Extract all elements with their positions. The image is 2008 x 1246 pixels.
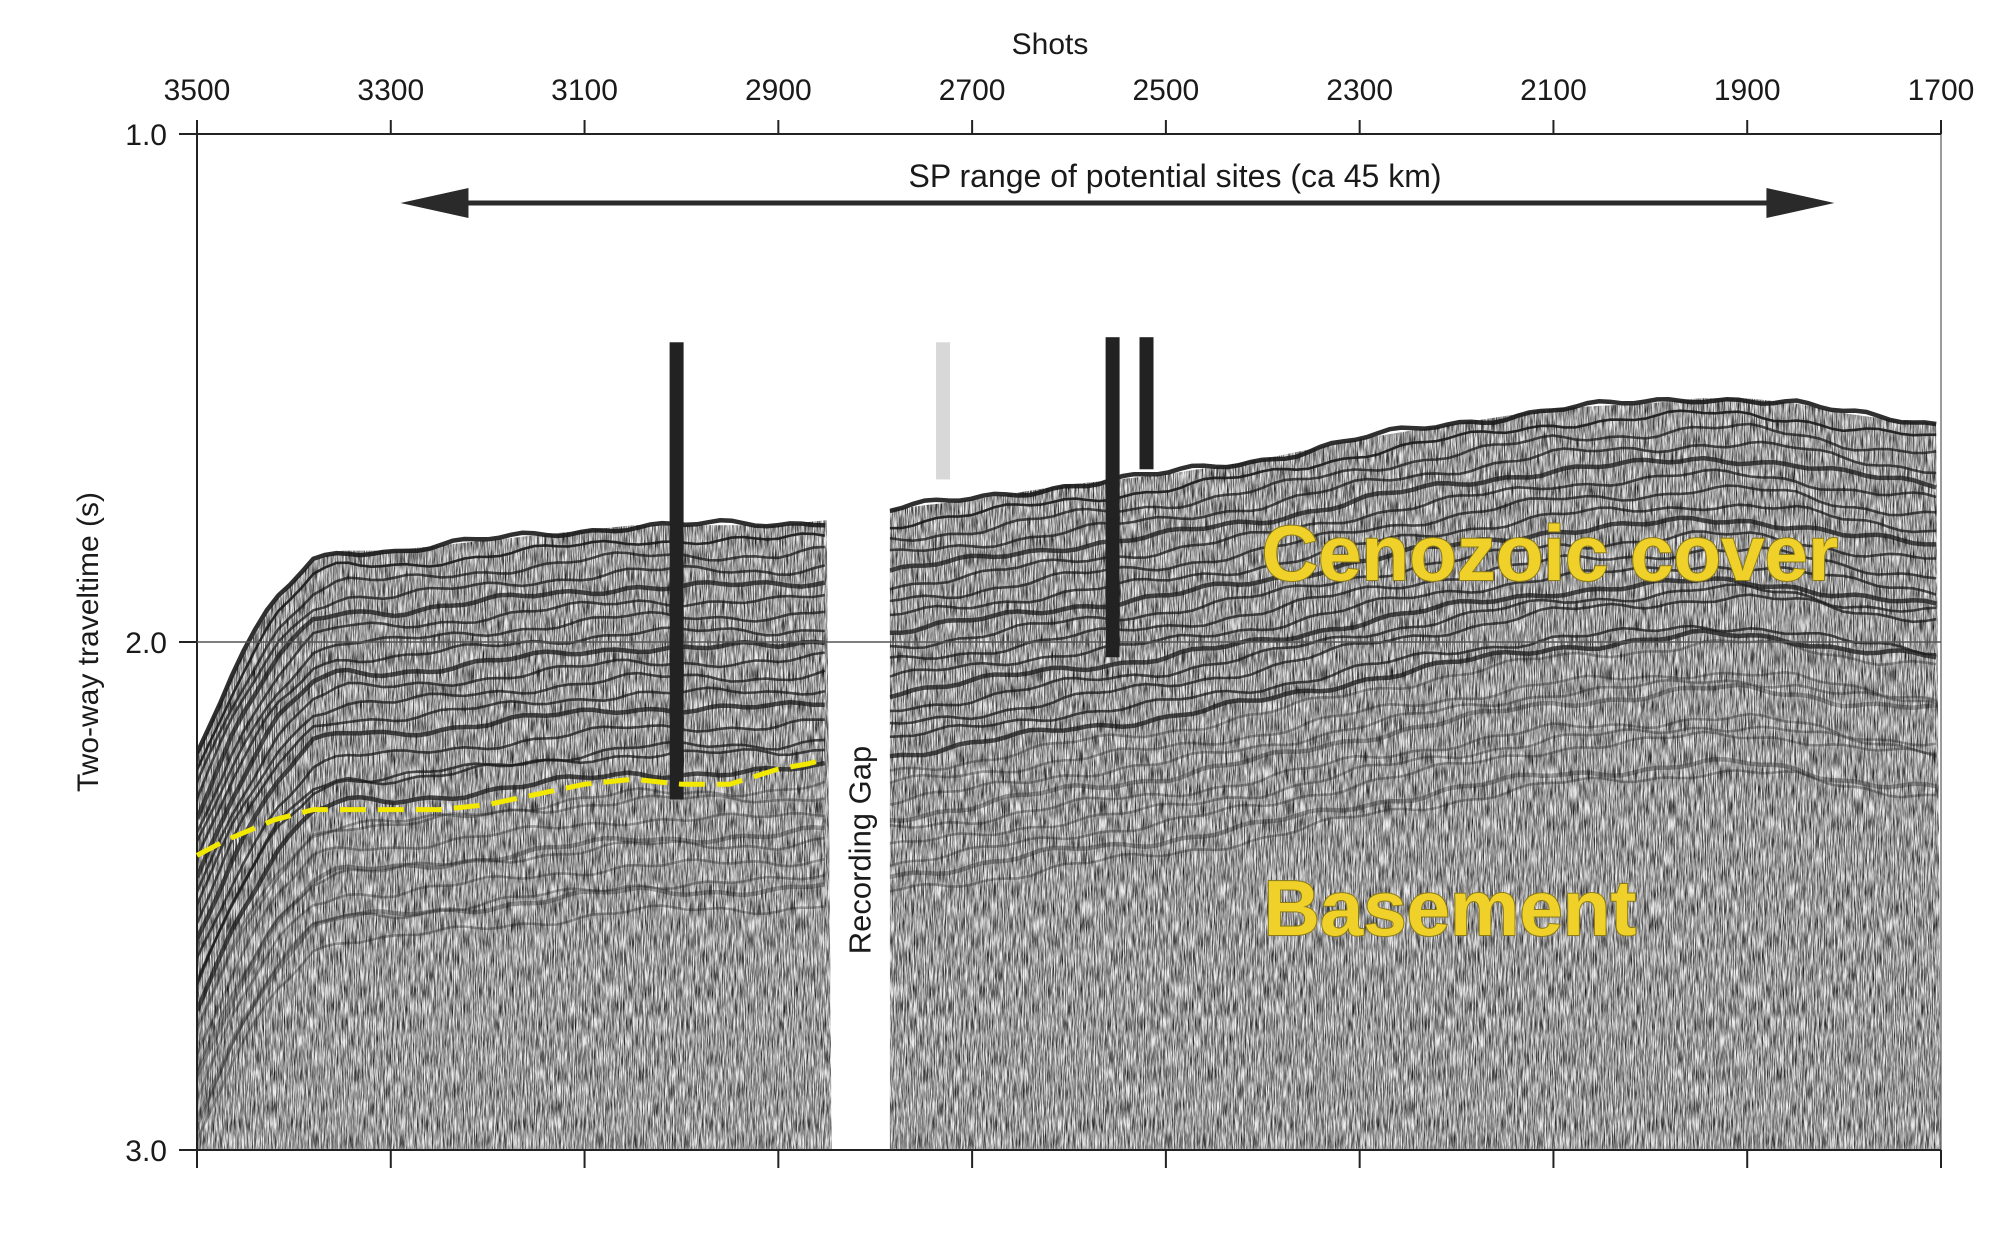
left-tick-label: 2.0 — [125, 627, 167, 660]
reflector-line — [197, 626, 825, 859]
top-tick-label: 2500 — [1133, 74, 1200, 107]
top-tick-label: 3100 — [551, 74, 618, 107]
reflector-line — [889, 546, 1937, 660]
seismic-reflectors — [197, 396, 1937, 1141]
reflector-line — [197, 824, 825, 1077]
reflector-line — [889, 576, 1937, 700]
reflector-line — [889, 484, 1937, 603]
reflector-line — [889, 440, 1937, 553]
borehole — [1105, 337, 1120, 658]
recording-gap-label: Recording Gap — [843, 746, 878, 955]
reflector-line — [197, 881, 826, 1121]
top-axis-title: Shots — [1012, 28, 1089, 61]
reflector-line — [197, 518, 825, 755]
reflector-line — [889, 725, 1937, 845]
reflector-line — [197, 748, 825, 986]
reflector-line — [197, 760, 826, 1012]
reflector-line — [889, 769, 1937, 893]
reflector-line — [197, 579, 826, 820]
basement-label: Basement — [1264, 864, 1637, 952]
bottom-axis-ticks — [196, 1150, 1942, 1168]
reflector-line — [197, 857, 826, 1101]
reflector-line — [889, 730, 1937, 868]
reflector-line — [197, 532, 825, 771]
seismic-noise-right — [889, 398, 1941, 1150]
reflector-line — [889, 638, 1937, 772]
reflector-line — [889, 583, 1937, 713]
reflector-line — [197, 699, 825, 940]
reflector-line — [889, 624, 1937, 739]
reflector-line — [197, 669, 826, 906]
reflector-line — [889, 515, 1937, 636]
top-tick-label: 1900 — [1714, 74, 1781, 107]
reflector-line — [197, 811, 825, 1055]
reflector-line — [889, 593, 1937, 725]
reflector-line — [889, 565, 1937, 678]
top-axis-ticks: 3500 3300 3100 2900 2700 2500 2300 2100 1900 1700 — [164, 74, 1975, 134]
reflector-line — [197, 545, 825, 783]
top-tick-label: 2700 — [939, 74, 1006, 107]
left-axis-ticks: 1.0 2.0 3.0 — [125, 119, 197, 1168]
top-tick-label: 2100 — [1520, 74, 1587, 107]
plot-axes: 3500 3300 3100 2900 2700 2500 2300 2100 1900 1700… — [125, 74, 1974, 1168]
arrow-head-right — [1766, 188, 1835, 218]
reflector-line — [889, 455, 1937, 573]
left-tick-label: 1.0 — [125, 119, 167, 152]
left-tick-label: 3.0 — [125, 1135, 167, 1168]
borehole — [936, 342, 951, 480]
borehole-markers — [669, 337, 1154, 800]
borehole — [669, 342, 684, 800]
basement-top-line — [195, 756, 828, 858]
reflector-line — [197, 593, 826, 833]
borehole — [1139, 337, 1154, 470]
reflector-line — [889, 422, 1937, 543]
reflector-line — [889, 756, 1937, 880]
reflector-line — [197, 836, 825, 1072]
reflector-line — [197, 904, 825, 1141]
reflector-line — [889, 530, 1937, 650]
reflector-line — [889, 396, 1937, 514]
top-tick-label: 3500 — [164, 74, 231, 107]
reflector-line — [889, 712, 1937, 829]
reflector-line — [197, 686, 826, 924]
sp-range-arrow — [400, 188, 1835, 218]
reflector-line — [889, 409, 1937, 530]
reflector-line — [197, 873, 826, 1129]
reflector-line — [197, 794, 826, 1028]
reflector-line — [197, 651, 825, 893]
reflector-line — [889, 670, 1937, 785]
reflector-line — [197, 564, 826, 800]
reflector-line — [889, 503, 1937, 617]
reflector-line — [197, 718, 825, 959]
cenozoic-cover-label: Cenozoic cover — [1262, 509, 1839, 597]
sp-range-label: SP range of potential sites (ca 45 km) — [908, 158, 1441, 194]
reflector-line — [889, 628, 1937, 759]
top-tick-label: 3300 — [357, 74, 424, 107]
top-tick-label: 1700 — [1908, 74, 1975, 107]
arrow-head-left — [400, 188, 469, 218]
left-axis-title: Two-way traveltime (s) — [72, 492, 105, 792]
top-tick-label: 2300 — [1326, 74, 1393, 107]
reflector-line — [197, 780, 826, 1031]
reflector-line — [197, 610, 825, 842]
reflector-line — [889, 468, 1937, 591]
top-tick-label: 2900 — [745, 74, 812, 107]
reflector-line — [889, 678, 1937, 806]
reflector-line — [889, 682, 1937, 824]
reflector-line — [197, 639, 826, 879]
